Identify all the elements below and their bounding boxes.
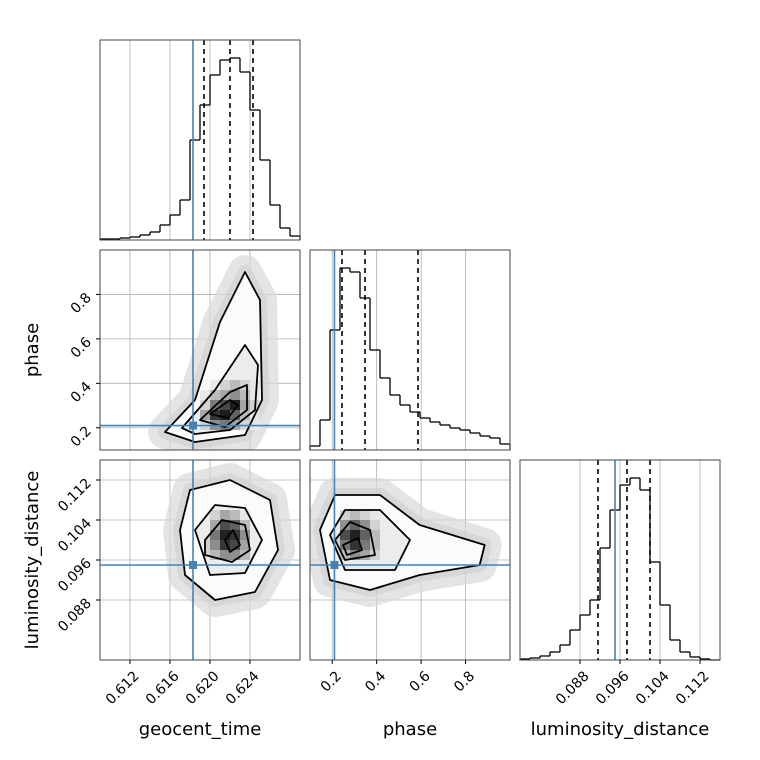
- contour: [209, 399, 239, 419]
- density-cell: [220, 550, 230, 560]
- density-cell: [340, 550, 350, 560]
- density-cell: [210, 550, 220, 560]
- density-cell: [370, 520, 380, 530]
- density-cell: [240, 410, 250, 420]
- density-cell: [230, 510, 240, 520]
- density-cell: [220, 520, 230, 530]
- density-cell: [230, 400, 240, 410]
- x-axis-label: phase: [383, 719, 437, 740]
- density-cell: [350, 530, 360, 540]
- density-cell: [240, 400, 250, 410]
- density-cell: [360, 530, 370, 540]
- density-cell: [220, 390, 230, 400]
- density-cell: [220, 530, 230, 540]
- density-cell: [350, 510, 360, 520]
- contour: [164, 271, 263, 443]
- x-axis-label: luminosity_distance: [531, 719, 710, 740]
- density-cell: [220, 510, 230, 520]
- density-cell: [340, 530, 350, 540]
- contour: [179, 479, 279, 601]
- panel-frame: [309, 249, 511, 451]
- contour: [181, 344, 259, 435]
- density-cell: [250, 380, 260, 390]
- density-cell: [220, 400, 230, 410]
- density-cell: [230, 380, 240, 390]
- density-cell: [350, 520, 360, 530]
- x-axis-label: geocent_time: [139, 719, 262, 740]
- density-cell: [230, 550, 240, 560]
- density-cell: [250, 390, 260, 400]
- density-cell: [210, 520, 220, 530]
- density-cell: [210, 380, 220, 390]
- density-cell: [240, 530, 250, 540]
- density-cell: [210, 510, 220, 520]
- density-cell: [360, 510, 370, 520]
- contour: [224, 529, 241, 553]
- density-cell: [210, 390, 220, 400]
- density-cell: [340, 520, 350, 530]
- density-cell: [340, 510, 350, 520]
- density-cell: [200, 400, 210, 410]
- density-cell: [360, 540, 370, 550]
- density-cell: [230, 410, 240, 420]
- density-cell: [210, 530, 220, 540]
- density-cell: [200, 390, 210, 400]
- density-cell: [350, 550, 360, 560]
- truth-marker: [330, 561, 339, 569]
- panel-frame: [99, 249, 301, 451]
- density-cell: [230, 540, 240, 550]
- density-cell: [230, 520, 240, 530]
- y-axis-label: luminosity_distance: [22, 471, 43, 650]
- density-cell: [230, 390, 240, 400]
- density-cell: [240, 550, 250, 560]
- density-cell: [220, 380, 230, 390]
- truth-marker: [189, 421, 197, 430]
- density-cell: [370, 540, 380, 550]
- panel-frame: [309, 459, 511, 661]
- contour: [204, 519, 251, 563]
- density-cell: [220, 410, 230, 420]
- density-cell: [220, 540, 230, 550]
- density-cell: [210, 540, 220, 550]
- density-cell: [240, 390, 250, 400]
- panel-frame: [310, 250, 510, 450]
- density-cell: [370, 510, 380, 520]
- contour: [334, 521, 376, 561]
- density-cell: [360, 550, 370, 560]
- contour: [329, 509, 411, 571]
- density-cell: [350, 540, 360, 550]
- panel-frame: [99, 39, 301, 241]
- contour: [194, 504, 263, 576]
- density-cell: [370, 530, 380, 540]
- contour: [342, 537, 363, 556]
- density-cell: [240, 510, 250, 520]
- density-cell: [240, 540, 250, 550]
- contour: [319, 494, 486, 591]
- truth-marker: [189, 561, 197, 569]
- density-cell: [360, 520, 370, 530]
- y-axis-label: phase: [22, 323, 43, 377]
